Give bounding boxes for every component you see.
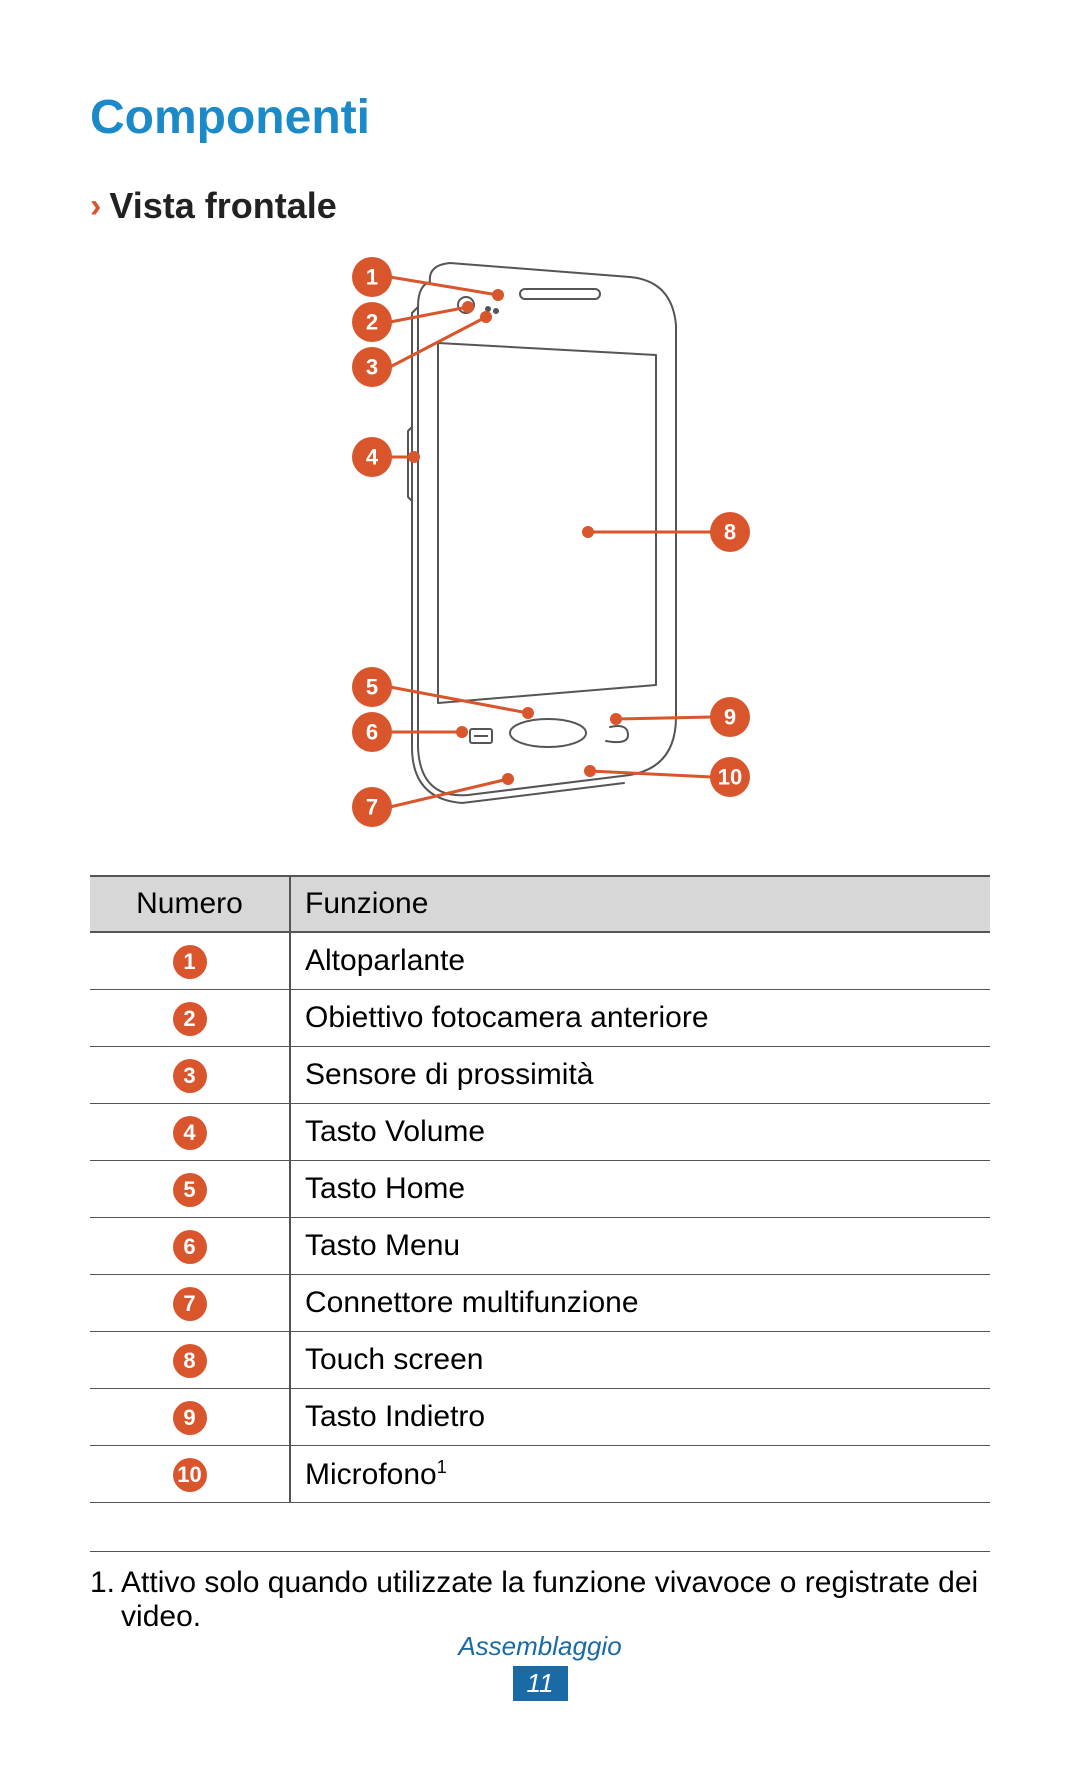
callout-number: 9 — [724, 705, 736, 730]
row-function-cell: Tasto Volume — [290, 1104, 990, 1161]
front-view-diagram: 1 2 3 4 5 6 7 8 9 10 — [90, 247, 990, 867]
row-number-cell: 7 — [90, 1275, 290, 1332]
components-table: Numero Funzione 1 Altoparlante 2 Obiettivo … — [90, 875, 990, 1503]
row-number-cell: 9 — [90, 1389, 290, 1446]
table-row: 9 Tasto Indietro — [90, 1389, 990, 1446]
row-function-cell: Altoparlante — [290, 932, 990, 990]
row-number-badge: 5 — [173, 1173, 207, 1207]
callout-number: 7 — [366, 795, 378, 820]
row-number-badge: 10 — [173, 1458, 207, 1492]
callout-number: 1 — [366, 265, 378, 290]
page-title: Componenti — [90, 90, 990, 145]
row-number-badge: 7 — [173, 1287, 207, 1321]
row-function-cell: Microfono1 — [290, 1446, 990, 1503]
footnote-ref: 1 — [437, 1457, 447, 1477]
callout-number: 8 — [724, 520, 736, 545]
row-number-badge: 9 — [173, 1401, 207, 1435]
row-number-cell: 8 — [90, 1332, 290, 1389]
subtitle-row: › Vista frontale — [90, 185, 990, 227]
footnote-text: Attivo solo quando utilizzate la funzion… — [121, 1566, 990, 1634]
row-function-cell: Tasto Menu — [290, 1218, 990, 1275]
row-number-badge: 2 — [173, 1002, 207, 1036]
callout-number: 2 — [366, 310, 378, 335]
row-number-badge: 3 — [173, 1059, 207, 1093]
row-function-cell: Tasto Indietro — [290, 1389, 990, 1446]
col-header-numero: Numero — [90, 876, 290, 932]
row-number-badge: 8 — [173, 1344, 207, 1378]
table-row: 3 Sensore di prossimità — [90, 1047, 990, 1104]
row-function-cell: Connettore multifunzione — [290, 1275, 990, 1332]
row-number-badge: 4 — [173, 1116, 207, 1150]
row-function-cell: Tasto Home — [290, 1161, 990, 1218]
table-row: 2 Obiettivo fotocamera anteriore — [90, 990, 990, 1047]
row-function-cell: Sensore di prossimità — [290, 1047, 990, 1104]
table-row: 7 Connettore multifunzione — [90, 1275, 990, 1332]
row-number-cell: 3 — [90, 1047, 290, 1104]
table-row: 6 Tasto Menu — [90, 1218, 990, 1275]
footer-section-label: Assemblaggio — [0, 1631, 1080, 1662]
chevron-icon: › — [90, 189, 101, 223]
row-function-cell: Obiettivo fotocamera anteriore — [290, 990, 990, 1047]
callout-number: 6 — [366, 720, 378, 745]
row-number-cell: 6 — [90, 1218, 290, 1275]
table-row: 4 Tasto Volume — [90, 1104, 990, 1161]
row-number-cell: 1 — [90, 932, 290, 990]
page-number: 11 — [513, 1666, 568, 1701]
row-number-cell: 2 — [90, 990, 290, 1047]
footnote: 1. Attivo solo quando utilizzate la funz… — [90, 1552, 990, 1634]
callout-number: 10 — [718, 765, 742, 790]
row-number-cell: 5 — [90, 1161, 290, 1218]
table-row: 5 Tasto Home — [90, 1161, 990, 1218]
callout-number: 4 — [366, 445, 379, 470]
subtitle: Vista frontale — [109, 185, 336, 227]
table-row: 1 Altoparlante — [90, 932, 990, 990]
row-number-cell: 4 — [90, 1104, 290, 1161]
table-row: 8 Touch screen — [90, 1332, 990, 1389]
table-row: 10 Microfono1 — [90, 1446, 990, 1503]
footnote-marker: 1. — [90, 1566, 115, 1634]
row-number-badge: 1 — [173, 945, 207, 979]
row-function-cell: Touch screen — [290, 1332, 990, 1389]
callout-number: 3 — [366, 355, 378, 380]
page-footer: Assemblaggio 11 — [0, 1631, 1080, 1701]
row-number-cell: 10 — [90, 1446, 290, 1503]
row-number-badge: 6 — [173, 1230, 207, 1264]
col-header-funzione: Funzione — [290, 876, 990, 932]
callout-number: 5 — [366, 675, 378, 700]
